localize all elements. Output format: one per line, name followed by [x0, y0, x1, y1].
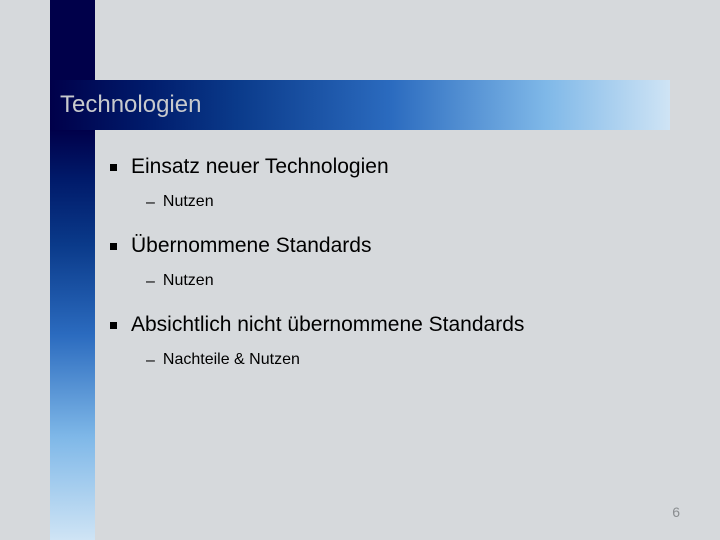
content-area: Einsatz neuer Technologien – Nutzen Über…: [110, 155, 670, 393]
sub-bullet-text: Nachteile & Nutzen: [163, 351, 300, 369]
bullet-text: Einsatz neuer Technologien: [131, 155, 389, 179]
slide: Technologien Einsatz neuer Technologien …: [0, 0, 720, 540]
bullet-item: Absichtlich nicht übernommene Standards: [110, 313, 670, 337]
page-number: 6: [672, 504, 680, 520]
bullet-item: Einsatz neuer Technologien: [110, 155, 670, 179]
sub-bullet-text: Nutzen: [163, 272, 214, 290]
slide-title: Technologien: [60, 91, 201, 119]
bullet-text: Absichtlich nicht übernommene Standards: [131, 313, 524, 337]
title-bar: Technologien: [50, 80, 670, 130]
bullet-text: Übernommene Standards: [131, 234, 371, 258]
dash-bullet-icon: –: [146, 193, 155, 212]
sub-bullet-item: – Nachteile & Nutzen: [146, 351, 670, 370]
bullet-item: Übernommene Standards: [110, 234, 670, 258]
square-bullet-icon: [110, 243, 117, 250]
sub-bullet-text: Nutzen: [163, 193, 214, 211]
dash-bullet-icon: –: [146, 272, 155, 291]
square-bullet-icon: [110, 322, 117, 329]
square-bullet-icon: [110, 164, 117, 171]
top-accent-block: [50, 0, 95, 80]
sub-bullet-item: – Nutzen: [146, 193, 670, 212]
left-accent-stripe: [50, 130, 95, 540]
sub-bullet-item: – Nutzen: [146, 272, 670, 291]
dash-bullet-icon: –: [146, 351, 155, 370]
